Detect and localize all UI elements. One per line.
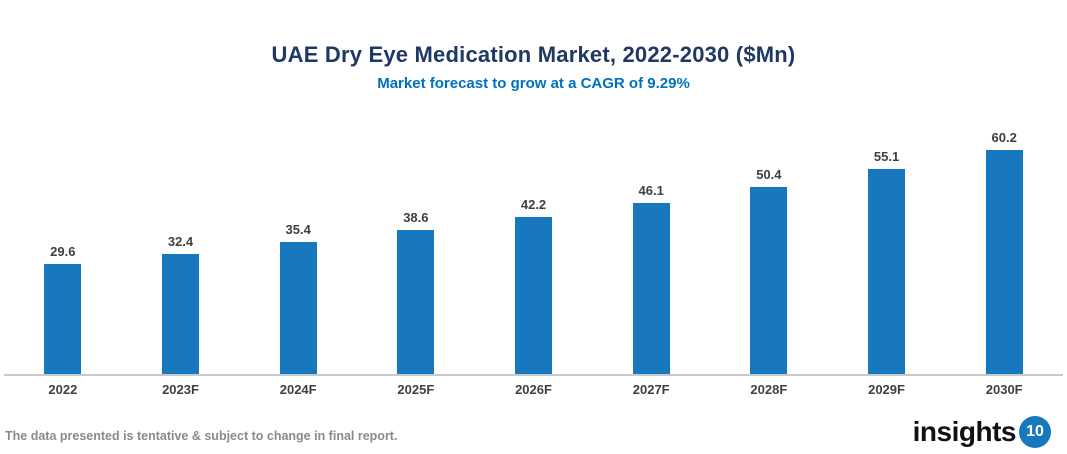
x-axis-tick-label: 2030F	[985, 382, 1023, 397]
bar	[44, 264, 82, 374]
bar-column: 55.1	[828, 110, 946, 374]
bar	[162, 254, 199, 374]
bar-column: 29.6	[4, 110, 122, 374]
x-axis-tick-label: 2029F	[868, 382, 905, 397]
x-axis-labels: 2022 2023F 2024F 2025F 2026F 2027F 2028F 2029F 2…	[4, 382, 1063, 397]
x-axis-tick-label: 2023F	[162, 382, 199, 397]
bar	[985, 150, 1023, 374]
bar	[279, 242, 317, 374]
bar-column: 60.2	[945, 110, 1063, 374]
bar-value-label: 32.4	[167, 234, 194, 249]
bar	[515, 217, 553, 374]
chart-title: UAE Dry Eye Medication Market, 2022-2030…	[271, 42, 796, 67]
bar-value-label: 42.2	[520, 197, 547, 212]
x-axis-tick-label: 2028F	[750, 382, 788, 397]
bar-value-label: 35.4	[285, 222, 311, 237]
x-axis-tick-label: 2026F	[515, 382, 552, 397]
disclaimer-text: The data presented is tentative & subjec…	[5, 429, 398, 443]
x-axis-tick-label: 2022	[48, 382, 78, 397]
bar-column: 32.4	[122, 110, 240, 374]
bar	[750, 187, 788, 374]
bar	[868, 169, 906, 374]
bar-column: 42.2	[475, 110, 593, 374]
bar-column: 38.6	[357, 110, 475, 374]
logo-wordmark: insights	[912, 416, 1017, 447]
bar-value-label: 55.1	[873, 149, 900, 164]
logo-badge-circle: 10	[1019, 416, 1051, 448]
bar-value-label: 38.6	[403, 210, 429, 225]
bar-column: 50.4	[710, 110, 828, 374]
insights10-logo: insights 10	[913, 416, 1051, 448]
bar-column: 35.4	[239, 110, 357, 374]
bar-value-label: 60.2	[991, 130, 1017, 145]
x-axis-line	[4, 374, 1063, 376]
x-axis-tick-label: 2024F	[279, 382, 317, 397]
plot-area: 29.6 32.4 35.4 38.6 42.2 46.1 50.4 55.1 60.2	[4, 110, 1063, 374]
bar-value-label: 50.4	[756, 167, 782, 182]
bar-value-label: 46.1	[638, 183, 664, 198]
bar	[397, 230, 435, 374]
plot-wrap: 29.6 32.4 35.4 38.6 42.2 46.1 50.4 55.1 60.2 202…	[4, 110, 1063, 397]
bar	[632, 203, 670, 374]
bar-column: 46.1	[592, 110, 710, 374]
x-axis-tick-label: 2025F	[397, 382, 435, 397]
chart-subtitle: Market forecast to grow at a CAGR of 9.2…	[377, 75, 690, 92]
x-axis-tick-label: 2027F	[632, 382, 670, 397]
bar-value-label: 29.6	[50, 244, 76, 259]
